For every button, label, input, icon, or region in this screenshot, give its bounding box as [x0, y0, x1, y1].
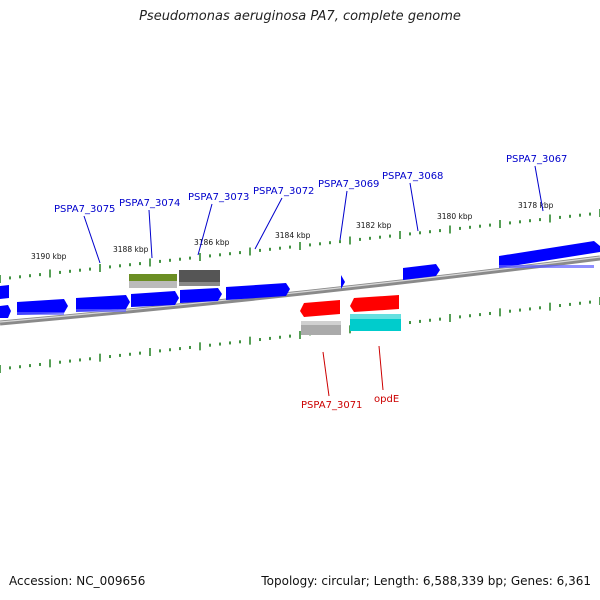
gene-label[interactable]: PSPA7_3072	[253, 186, 314, 197]
gene-arrow[interactable]	[350, 295, 399, 312]
scale-labels: 3190 kbp 3188 kbp 3186 kbp 3184 kbp 3182 kbp…	[31, 201, 554, 261]
scale-label: 3186 kbp	[194, 238, 230, 247]
topology-text: Topology: circular; Length: 6,588,339 bp…	[261, 574, 591, 588]
gene-arrow[interactable]	[341, 275, 345, 289]
leader-line	[148, 209, 153, 259]
genome-backbone	[0, 255, 600, 326]
forward-gene-track	[0, 241, 600, 318]
gene-arrow[interactable]	[499, 241, 600, 268]
gene-arrow[interactable]	[300, 300, 340, 317]
forward-gene-labels: PSPA7_3075 PSPA7_3074 PSPA7_3073 PSPA7_3072…	[54, 154, 567, 264]
leader-line	[378, 345, 384, 391]
scale-label: 3180 kbp	[437, 212, 473, 221]
gene-arrow[interactable]	[131, 291, 179, 307]
cog-track-forward	[129, 270, 220, 288]
leader-line	[534, 165, 544, 212]
gene-arrow[interactable]	[403, 264, 440, 280]
gene-label[interactable]: PSPA7_3071	[301, 400, 362, 411]
leader-line	[254, 197, 283, 250]
scale-label: 3182 kbp	[356, 221, 392, 230]
gene-arrow[interactable]	[180, 288, 222, 303]
gene-label[interactable]: PSPA7_3075	[54, 204, 115, 215]
accession-text: Accession: NC_009656	[9, 574, 146, 588]
reverse-gene-track	[300, 295, 401, 335]
scale-label: 3190 kbp	[31, 252, 67, 261]
gene-arrow[interactable]	[17, 299, 68, 315]
reverse-gene-labels: PSPA7_3071 opdE	[301, 345, 399, 411]
cog-box[interactable]	[129, 274, 177, 281]
leader-line	[409, 182, 419, 232]
gene-arrow[interactable]	[0, 285, 9, 299]
leader-line	[339, 190, 348, 241]
gene-label[interactable]: PSPA7_3074	[119, 198, 180, 209]
gene-label[interactable]: PSPA7_3068	[382, 171, 443, 182]
gene-label[interactable]: PSPA7_3067	[506, 154, 567, 165]
leader-line	[322, 351, 330, 397]
gene-label[interactable]: PSPA7_3069	[318, 179, 379, 190]
scale-label: 3188 kbp	[113, 245, 149, 254]
leader-line	[197, 203, 213, 256]
gene-arrow[interactable]	[0, 305, 11, 318]
gene-arrow[interactable]	[76, 295, 130, 312]
scale-label: 3178 kbp	[518, 201, 554, 210]
gene-label[interactable]: PSPA7_3073	[188, 192, 249, 203]
map-title: Pseudomonas aeruginosa PA7, complete gen…	[139, 9, 461, 24]
scale-label: 3184 kbp	[275, 231, 311, 240]
gene-arrow[interactable]	[226, 283, 290, 300]
leader-line	[83, 215, 101, 264]
gene-label[interactable]: opdE	[374, 394, 399, 405]
